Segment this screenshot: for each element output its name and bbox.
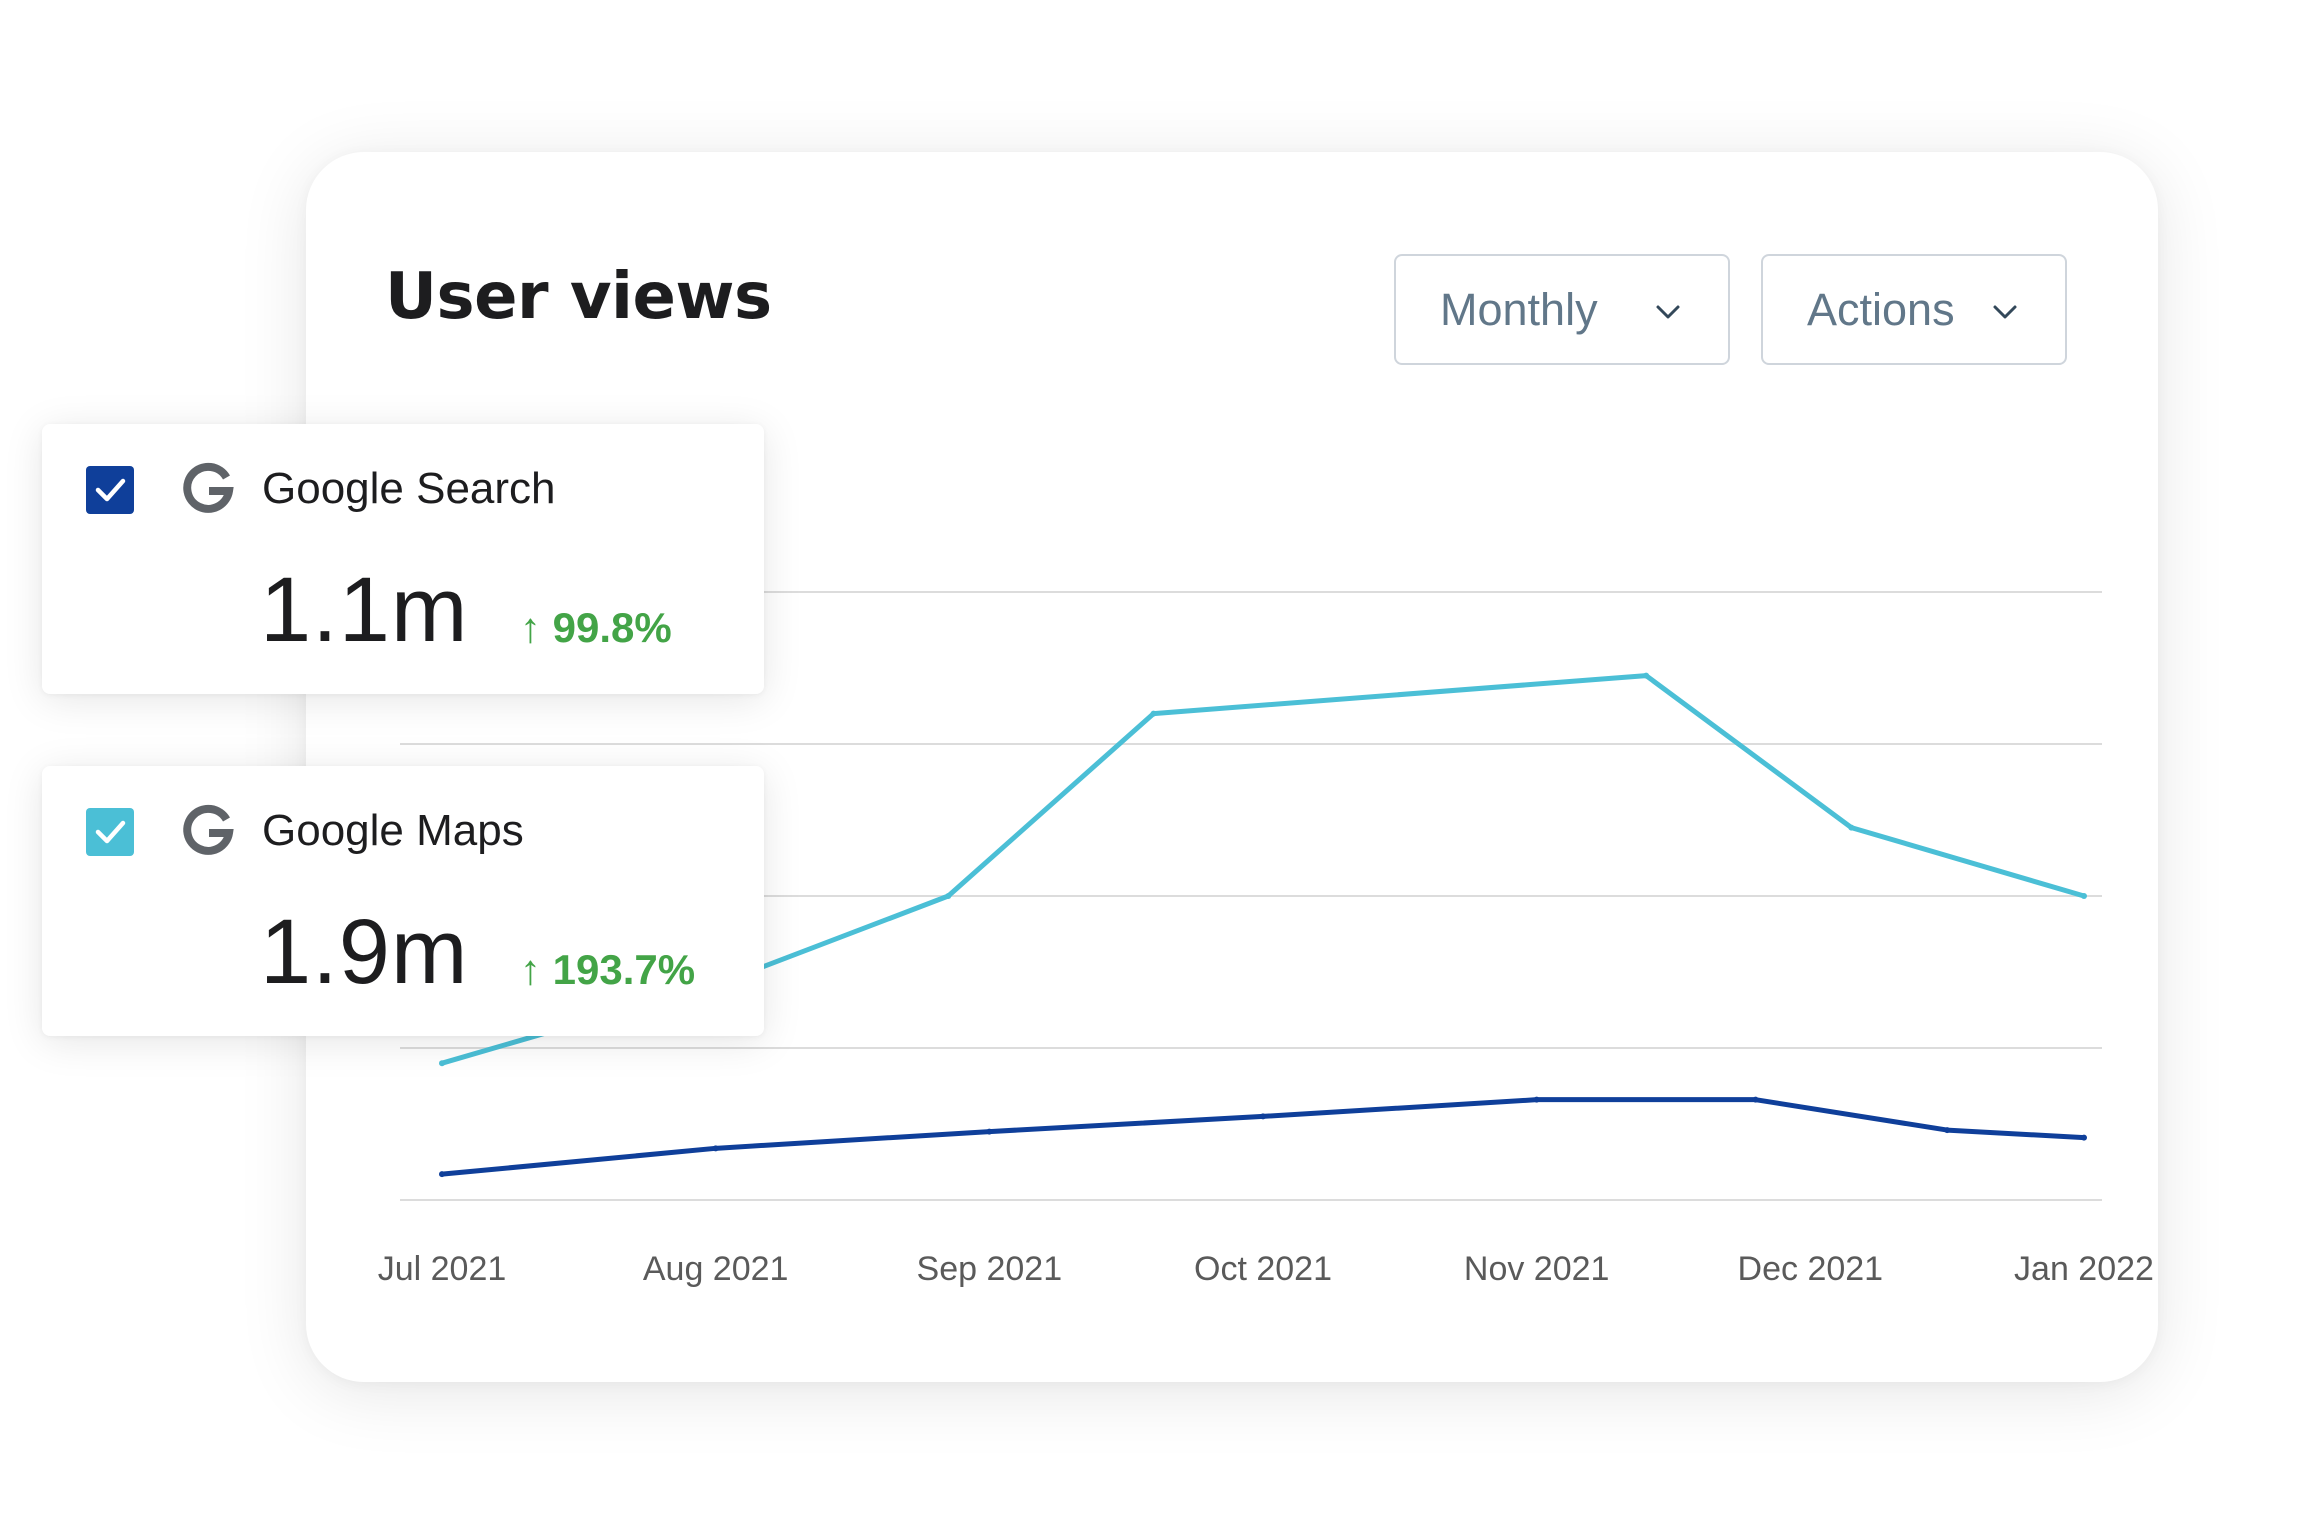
- google-maps-checkbox[interactable]: [86, 808, 134, 856]
- google-search-checkbox[interactable]: [86, 466, 134, 514]
- google-g-icon: [183, 804, 234, 855]
- series-change: ↑ 193.7%: [520, 946, 696, 993]
- line-chart: Jul 2021 Aug 2021 Sep 2021 Oct 2021 Nov 2021…: [378, 591, 2154, 1288]
- page-title: User views: [385, 260, 772, 334]
- series-name: Google Search: [262, 464, 556, 513]
- data-point-0-3[interactable]: [1150, 710, 1157, 717]
- data-point-1-6[interactable]: [1944, 1127, 1951, 1134]
- data-point-1-1[interactable]: [712, 1145, 719, 1152]
- actions-dropdown[interactable]: Actions: [1761, 254, 2067, 365]
- data-point-0-2[interactable]: [945, 893, 952, 899]
- data-point-1-5[interactable]: [1752, 1096, 1759, 1103]
- series-line-google-search[interactable]: [439, 1097, 2087, 1177]
- x-tick-label: Aug 2021: [643, 1250, 789, 1288]
- x-tick-label: Oct 2021: [1194, 1250, 1332, 1288]
- x-tick-label: Jan 2022: [2014, 1250, 2154, 1288]
- x-tick-label: Jul 2021: [378, 1250, 507, 1288]
- data-point-1-4[interactable]: [1533, 1096, 1540, 1103]
- series-change: ↑ 99.8%: [520, 604, 672, 651]
- data-point-0-0[interactable]: [439, 1060, 445, 1067]
- data-point-0-6[interactable]: [2081, 893, 2087, 899]
- series-name: Google Maps: [262, 806, 524, 855]
- series-value: 1.9m: [260, 901, 469, 1003]
- data-point-0-5[interactable]: [1848, 824, 1855, 831]
- data-point-1-7[interactable]: [2081, 1134, 2087, 1141]
- data-point-1-0[interactable]: [439, 1171, 445, 1178]
- series-value: 1.1m: [260, 559, 469, 661]
- series-card-google-search[interactable]: Google Search 1.1m ↑ 99.8%: [42, 424, 764, 694]
- data-point-0-4[interactable]: [1643, 672, 1650, 679]
- x-tick-label: Dec 2021: [1738, 1250, 1884, 1288]
- chevron-down-icon: [1656, 305, 1680, 319]
- data-point-1-2[interactable]: [986, 1128, 993, 1135]
- data-point-1-3[interactable]: [1260, 1113, 1266, 1120]
- x-tick-label: Sep 2021: [917, 1250, 1063, 1288]
- series-card-google-maps[interactable]: Google Maps 1.9m ↑ 193.7%: [42, 766, 764, 1036]
- chevron-down-icon: [1993, 305, 2017, 319]
- period-dropdown-label: Monthly: [1440, 283, 1598, 335]
- x-tick-label: Nov 2021: [1464, 1250, 1610, 1288]
- period-dropdown[interactable]: Monthly: [1394, 254, 1730, 365]
- actions-dropdown-label: Actions: [1807, 283, 1955, 335]
- google-g-icon: [183, 462, 234, 513]
